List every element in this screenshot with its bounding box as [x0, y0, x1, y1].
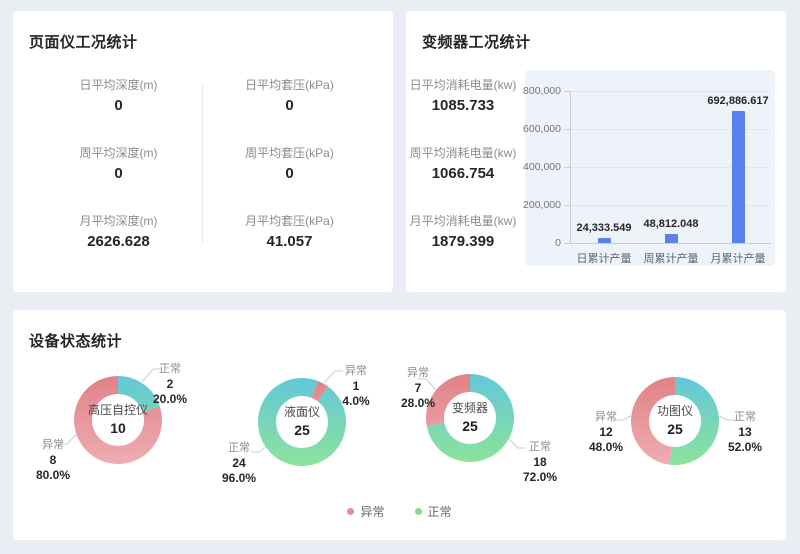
page-meter-panel: 页面仪工况统计 日平均深度(m) 0 周平均深度(m) 0 月平均深度(m) 2… [13, 11, 393, 292]
bar-value-label: 48,812.048 [643, 217, 699, 230]
y-axis-tick [564, 129, 570, 130]
bar-日累计产量 [597, 238, 611, 243]
donut-device-name: 高压自控仪 [87, 403, 148, 417]
legend-item-abnormal[interactable]: 异常 [347, 503, 385, 520]
stat-label: 月平均消耗电量(kw) [409, 214, 517, 228]
stat-daily-depth: 日平均深度(m) 0 [80, 77, 158, 116]
stat-value: 0 [114, 165, 123, 182]
donut-total-count: 10 [110, 420, 126, 436]
stat-weekly-depth: 周平均深度(m) 0 [80, 145, 158, 184]
abnormal-dot-icon [347, 508, 355, 515]
y-axis-label: 400,000 [523, 161, 561, 173]
donut-svg [631, 377, 720, 465]
page-meter-left-column: 日平均深度(m) 0 周平均深度(m) 0 月平均深度(m) 2626.628 [41, 77, 196, 252]
y-axis-label: 800,000 [523, 85, 561, 97]
stat-label: 月平均深度(m) [79, 214, 158, 228]
donut-center-label: 功图仪 25 [627, 373, 723, 469]
normal-dot-icon [414, 508, 422, 515]
inverter-stats-column: 日平均消耗电量(kw) 1085.733 周平均消耗电量(kw) 1066.75… [406, 77, 520, 252]
stat-monthly-casing-pressure: 月平均套压(kPa) 41.057 [245, 213, 334, 252]
status-legend: 异常 正常 [13, 503, 786, 520]
bar-chart-plot-area: 0 200,000 400,000 600,000 800,000 24,333.549 日… [523, 85, 771, 265]
column-divider [202, 83, 203, 243]
y-axis-label: 0 [555, 237, 561, 249]
inverter-panel: 变频器工况统计 日平均消耗电量(kw) 1085.733 周平均消耗电量(kw)… [406, 11, 786, 292]
donut2-abnormal-label: 异常 1 4.0% [342, 365, 370, 408]
bar-value-label: 24,333.549 [576, 222, 632, 235]
stat-label: 日平均套压(kPa) [245, 78, 334, 92]
page-meter-right-column: 日平均套压(kPa) 0 周平均套压(kPa) 0 月平均套压(kPa) 41.… [212, 77, 367, 252]
donut-svg [258, 377, 347, 466]
donut-device-name: 功图仪 [656, 404, 693, 418]
stat-monthly-consumption: 月平均消耗电量(kw) 1879.399 [410, 213, 517, 252]
donut-chart-inverter: 变频器 25 [422, 370, 518, 466]
stat-monthly-depth: 月平均深度(m) 2626.628 [80, 213, 158, 252]
stat-value: 1085.733 [431, 97, 495, 114]
stat-label: 周平均消耗电量(kw) [409, 146, 517, 160]
bar-value-label: 692,886.617 [707, 95, 769, 108]
stat-value: 0 [114, 97, 123, 114]
stat-weekly-casing-pressure: 周平均套压(kPa) 0 [245, 145, 334, 184]
stat-value: 2626.628 [87, 233, 150, 250]
donut4-normal-label: 正常 13 52.0% [727, 411, 763, 454]
stat-label: 月平均套压(kPa) [245, 214, 334, 228]
stat-value: 41.057 [266, 233, 313, 250]
inverter-title: 变频器工况统计 [422, 34, 531, 51]
x-axis-label: 月累计产量 [710, 253, 766, 265]
legend-label: 正常 [427, 505, 452, 519]
donut2-normal-label: 正常 24 96.0% [221, 442, 257, 485]
stat-value: 0 [285, 165, 294, 182]
y-axis-tick [564, 91, 570, 92]
donut-total-count: 25 [294, 422, 310, 438]
y-axis-tick [564, 167, 570, 168]
stat-label: 日平均深度(m) [79, 78, 158, 92]
donut-svg [74, 376, 163, 464]
donut-svg [426, 374, 515, 462]
legend-item-normal[interactable]: 正常 [414, 503, 452, 520]
stat-value: 0 [285, 97, 294, 114]
donut-chart-dynamometer: 功图仪 25 [627, 373, 723, 469]
gridline [571, 129, 771, 130]
bar-周累计产量 [664, 233, 678, 243]
donut-center-label: 变频器 25 [422, 370, 518, 466]
stat-label: 日平均消耗电量(kw) [409, 78, 517, 92]
donut4-abnormal-label: 异常 12 48.0% [588, 411, 624, 454]
donut3-abnormal-label: 异常 7 28.0% [400, 367, 436, 410]
donut-total-count: 25 [667, 421, 683, 437]
stat-value: 1066.754 [431, 165, 495, 182]
stat-weekly-consumption: 周平均消耗电量(kw) 1066.754 [410, 145, 517, 184]
y-axis-label: 200,000 [523, 199, 561, 211]
y-axis-label: 600,000 [523, 123, 561, 135]
donut-total-count: 25 [462, 418, 478, 434]
stat-label: 周平均深度(m) [79, 146, 158, 160]
donut-device-name: 变频器 [451, 401, 488, 415]
bar-月累计产量 [731, 111, 745, 243]
donut-chart-high-pressure-controller: 高压自控仪 10 [70, 372, 166, 468]
device-status-panel: 设备状态统计 高压自控仪 10 正常 2 20.0% 异常 8 80.0% 液面… [13, 310, 786, 540]
gridline [571, 205, 771, 206]
production-bar-chart: 0 200,000 400,000 600,000 800,000 24,333.549 日… [523, 70, 775, 266]
stat-daily-casing-pressure: 日平均套压(kPa) 0 [245, 77, 334, 116]
gridline [571, 91, 771, 92]
device-status-title: 设备状态统计 [29, 333, 123, 350]
x-axis-label: 周累计产量 [643, 253, 699, 265]
donut1-normal-label: 正常 2 20.0% [152, 363, 188, 406]
donut-chart-liquid-level-meter: 液面仪 25 [254, 374, 350, 470]
y-axis-tick [564, 205, 570, 206]
donut1-abnormal-label: 异常 8 80.0% [35, 439, 71, 482]
donut-center-label: 高压自控仪 10 [70, 372, 166, 468]
page-meter-title: 页面仪工况统计 [29, 34, 138, 51]
legend-label: 异常 [360, 505, 385, 519]
stat-value: 1879.399 [431, 233, 495, 250]
gridline [571, 167, 771, 168]
stat-daily-consumption: 日平均消耗电量(kw) 1085.733 [410, 77, 517, 116]
donut-device-name: 液面仪 [283, 405, 320, 419]
y-axis-tick [564, 243, 570, 244]
stat-label: 周平均套压(kPa) [245, 146, 334, 160]
donut-center-label: 液面仪 25 [254, 374, 350, 470]
x-axis-label: 日累计产量 [576, 253, 632, 265]
donut3-normal-label: 正常 18 72.0% [522, 441, 558, 484]
